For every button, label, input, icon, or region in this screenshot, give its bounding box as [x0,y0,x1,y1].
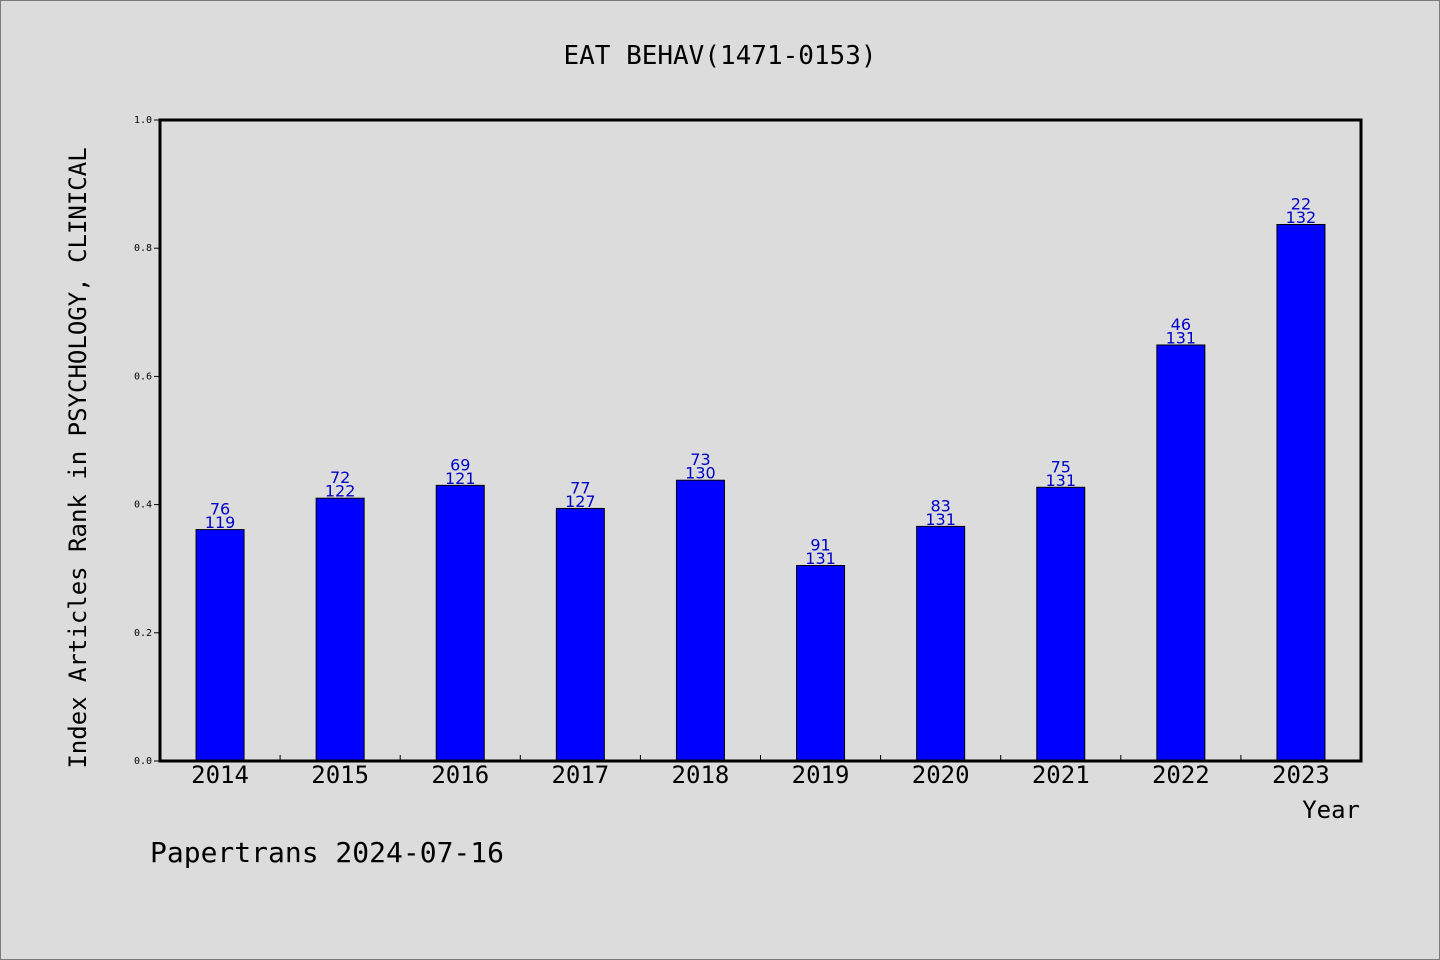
bar-total-label: 131 [805,549,836,568]
bar-total-label: 130 [685,464,716,483]
bar-2018 [675,479,725,762]
bar-2015 [315,497,365,762]
bar-2019 [796,564,846,762]
bar-rank-label: 69 [450,455,470,474]
x-tick-label: 2023 [1272,761,1330,789]
bar-total-label: 121 [445,469,476,488]
x-tick-label: 2017 [551,761,609,789]
bar-rank-label: 22 [1291,194,1311,213]
bar-rank-label: 73 [690,450,710,469]
bar-2022 [1156,344,1206,762]
y-tick-label: 0.6 [134,371,152,382]
chart-title: EAT BEHAV(1471-0153) [563,41,876,71]
bar-total-label: 127 [565,492,596,511]
bar-total-label: 131 [1166,328,1197,347]
x-tick-label: 2020 [912,761,970,789]
bar-rank-label: 77 [570,478,590,497]
bar-labels-group: 7611972122691217712773130911318313175131… [205,194,1316,568]
bar-rank-label: 83 [930,496,950,515]
bars-group [195,223,1326,762]
bar-total-label: 131 [925,510,956,529]
plot-area-border [158,118,1363,763]
x-tick-label: 2018 [672,761,730,789]
bar-2021 [1036,486,1086,762]
bar-2014 [195,529,245,762]
x-tick-label: 2021 [1032,761,1090,789]
y-tick-label: 0.4 [134,500,152,511]
x-axis-ticks: 2014 2015 2016 2017 2018 2019 2020 2021 2022 2023 [191,755,1330,789]
bar-rank-label: 72 [330,468,350,487]
x-tick-label: 2015 [311,761,369,789]
bar-total-label: 131 [1045,471,1076,490]
bar-2017 [555,507,605,762]
bar-2023 [1276,223,1326,762]
bar-2016 [435,484,485,762]
x-tick-label: 2022 [1152,761,1210,789]
y-tick-label: 0.8 [134,243,152,254]
y-tick-label: 0.0 [134,756,152,767]
footer-text: Papertrans 2024-07-16 [150,836,504,869]
bar-total-label: 122 [325,482,356,501]
bar-rank-label: 46 [1171,315,1191,334]
x-tick-label: 2014 [191,761,249,789]
bar-rank-label: 91 [810,535,830,554]
x-axis-label: Year [1302,796,1360,824]
y-axis-ticks: 0.0 0.2 0.4 0.6 0.8 1.0 [134,115,160,767]
bar-rank-label: 75 [1051,457,1071,476]
y-tick-label: 0.2 [134,628,152,639]
y-tick-label: 1.0 [134,115,152,126]
bar-total-label: 132 [1286,208,1317,227]
x-tick-label: 2016 [431,761,489,789]
bar-2020 [916,525,966,762]
bar-rank-label: 76 [210,500,230,519]
bar-total-label: 119 [205,513,236,532]
y-axis-label: Index Articles Rank in PSYCHOLOGY, CLINI… [64,147,92,768]
x-tick-label: 2019 [792,761,850,789]
